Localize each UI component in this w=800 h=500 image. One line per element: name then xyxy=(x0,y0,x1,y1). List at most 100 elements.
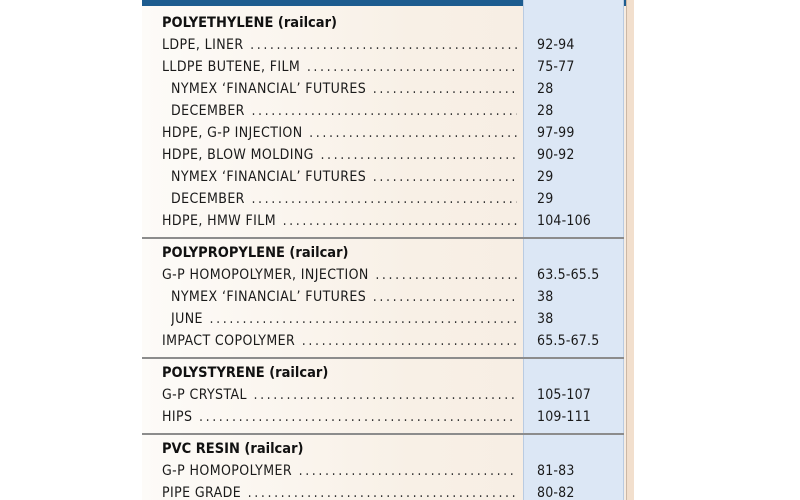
section-title: POLYPROPYLENE (railcar) xyxy=(162,245,349,261)
product-label: HDPE, G-P INJECTION xyxy=(162,125,303,141)
table-body: POLYETHYLENE (railcar) LDPE, LINER ......… xyxy=(142,12,634,500)
product-label: NYMEX ‘FINANCIAL’ FUTURES xyxy=(171,81,367,97)
dot-leader: ........................................… xyxy=(306,59,517,75)
product-label: IMPACT COPOLYMER xyxy=(162,333,296,349)
product-label: NYMEX ‘FINANCIAL’ FUTURES xyxy=(171,169,367,185)
price-section: POLYETHYLENE (railcar) LDPE, LINER ......… xyxy=(142,12,634,232)
price-value: 65.5-67.5 xyxy=(537,333,600,349)
section-divider xyxy=(142,357,624,359)
row-label-cell: HDPE, G-P INJECTION ....................… xyxy=(162,122,517,144)
product-label: HDPE, BLOW MOLDING xyxy=(162,147,314,163)
dot-leader: ........................................… xyxy=(251,191,517,207)
row-label-cell: HDPE, BLOW MOLDING .....................… xyxy=(162,144,517,166)
dot-leader: ........................................… xyxy=(309,125,517,141)
price-value: 63.5-65.5 xyxy=(537,267,600,283)
section-title: POLYSTYRENE (railcar) xyxy=(162,365,329,381)
table-row: G-P HOMOPOLYMER ........................… xyxy=(142,460,634,482)
row-label-cell: PIPE GRADE .............................… xyxy=(162,482,517,500)
table-row: G-P HOMOPOLYMER, INJECTION .............… xyxy=(142,264,634,286)
price-value: 75-77 xyxy=(537,59,575,75)
dot-leader: ........................................… xyxy=(372,169,517,185)
row-label-cell: G-P HOMOPOLYMER, INJECTION .............… xyxy=(162,264,517,286)
price-value: 109-111 xyxy=(537,409,592,425)
table-row: JUNE ...................................… xyxy=(142,308,634,330)
row-label-cell: IMPACT COPOLYMER .......................… xyxy=(162,330,517,352)
price-value: 38 xyxy=(537,289,554,305)
table-row: NYMEX ‘FINANCIAL’ FUTURES ..............… xyxy=(142,286,634,308)
table-row: DECEMBER ...............................… xyxy=(142,188,634,210)
row-label-cell: G-P CRYSTAL ............................… xyxy=(162,384,517,406)
row-label-cell: LDPE, LINER ............................… xyxy=(162,34,517,56)
price-value: 105-107 xyxy=(537,387,592,403)
table-row: IMPACT COPOLYMER .......................… xyxy=(142,330,634,352)
price-value: 81-83 xyxy=(537,463,575,479)
product-label: G-P HOMOPOLYMER xyxy=(162,463,292,479)
product-label: HDPE, HMW FILM xyxy=(162,213,276,229)
section-divider xyxy=(142,433,624,435)
product-label: G-P HOMOPOLYMER, INJECTION xyxy=(162,267,369,283)
price-value: 29 xyxy=(537,191,554,207)
product-label: DECEMBER xyxy=(171,103,245,119)
right-column-strip xyxy=(626,0,634,500)
table-row: HIPS ...................................… xyxy=(142,406,634,428)
price-value: 28 xyxy=(537,103,554,119)
row-label-cell: LLDPE BUTENE, FILM .....................… xyxy=(162,56,517,78)
product-label: LLDPE BUTENE, FILM xyxy=(162,59,301,75)
section-title: PVC RESIN (railcar) xyxy=(162,441,304,457)
price-value: 80-82 xyxy=(537,485,575,500)
price-value: 28 xyxy=(537,81,554,97)
table-row: NYMEX ‘FINANCIAL’ FUTURES ..............… xyxy=(142,78,634,100)
dot-leader: ........................................… xyxy=(372,81,517,97)
dot-leader: ........................................… xyxy=(250,37,517,53)
dot-leader: ........................................… xyxy=(198,409,517,425)
product-label: LDPE, LINER xyxy=(162,37,244,53)
table-row: LLDPE BUTENE, FILM .....................… xyxy=(142,56,634,78)
row-label-cell: NYMEX ‘FINANCIAL’ FUTURES ..............… xyxy=(171,78,517,100)
row-label-cell: HDPE, HMW FILM .........................… xyxy=(162,210,517,232)
table-row: NYMEX ‘FINANCIAL’ FUTURES ..............… xyxy=(142,166,634,188)
product-label: NYMEX ‘FINANCIAL’ FUTURES xyxy=(171,289,367,305)
price-value: 92-94 xyxy=(537,37,575,53)
price-value: 104-106 xyxy=(537,213,592,229)
product-label: G-P CRYSTAL xyxy=(162,387,247,403)
dot-leader: ........................................… xyxy=(251,103,517,119)
price-value: 29 xyxy=(537,169,554,185)
table-row: HDPE, BLOW MOLDING .....................… xyxy=(142,144,634,166)
dot-leader: ........................................… xyxy=(320,147,517,163)
price-column-background xyxy=(523,0,624,500)
dot-leader: ........................................… xyxy=(372,289,517,305)
dot-leader: ........................................… xyxy=(209,311,517,327)
price-value: 90-92 xyxy=(537,147,575,163)
table-row: HDPE, G-P INJECTION ....................… xyxy=(142,122,634,144)
table-row: G-P CRYSTAL ............................… xyxy=(142,384,634,406)
row-label-cell: HIPS ...................................… xyxy=(162,406,517,428)
row-label-cell: DECEMBER ...............................… xyxy=(171,100,517,122)
dot-leader: ........................................… xyxy=(298,463,517,479)
table-row: DECEMBER ...............................… xyxy=(142,100,634,122)
product-label: JUNE xyxy=(171,311,203,327)
table-row: PIPE GRADE .............................… xyxy=(142,482,634,500)
price-section: POLYPROPYLENE (railcar) G-P HOMOPOLYMER, … xyxy=(142,242,634,352)
price-value: 97-99 xyxy=(537,125,575,141)
dot-leader: ........................................… xyxy=(301,333,517,349)
row-label-cell: NYMEX ‘FINANCIAL’ FUTURES ..............… xyxy=(171,286,517,308)
row-label-cell: G-P HOMOPOLYMER ........................… xyxy=(162,460,517,482)
product-label: DECEMBER xyxy=(171,191,245,207)
table-row: HDPE, HMW FILM .........................… xyxy=(142,210,634,232)
dot-leader: ........................................… xyxy=(247,485,517,500)
price-value: 38 xyxy=(537,311,554,327)
row-label-cell: NYMEX ‘FINANCIAL’ FUTURES ..............… xyxy=(171,166,517,188)
section-divider xyxy=(142,237,624,239)
dot-leader: ........................................… xyxy=(282,213,517,229)
price-section: PVC RESIN (railcar) G-P HOMOPOLYMER .....… xyxy=(142,438,634,500)
table-header-bar xyxy=(142,0,634,6)
resin-price-table: POLYETHYLENE (railcar) LDPE, LINER ......… xyxy=(142,0,634,500)
row-label-cell: DECEMBER ...............................… xyxy=(171,188,517,210)
product-label: PIPE GRADE xyxy=(162,485,242,500)
table-row: LDPE, LINER ............................… xyxy=(142,34,634,56)
row-label-cell: JUNE ...................................… xyxy=(171,308,517,330)
dot-leader: ........................................… xyxy=(375,267,517,283)
product-label: HIPS xyxy=(162,409,193,425)
section-title: POLYETHYLENE (railcar) xyxy=(162,15,337,31)
dot-leader: ........................................… xyxy=(253,387,517,403)
